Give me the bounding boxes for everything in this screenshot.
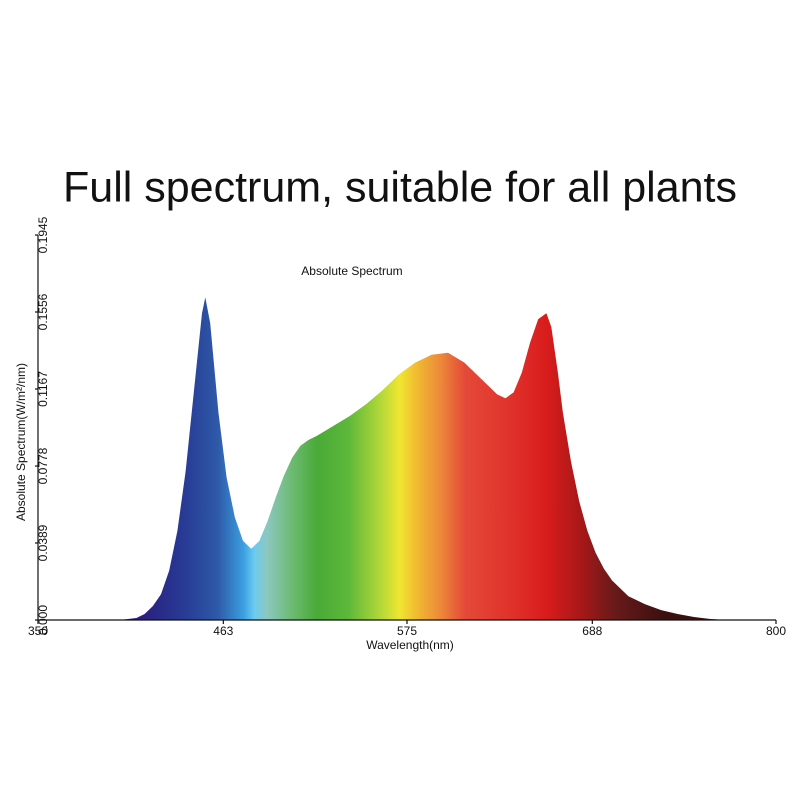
y-tick-label: 0.1167 [36,371,50,407]
x-tick-label: 463 [213,624,233,638]
x-axis-label: Wavelength(nm) [366,638,454,652]
y-tick-label: 0.0778 [36,447,50,484]
headline: Full spectrum, suitable for all plants [63,163,737,211]
y-axis-label: Absolute Spectrum(W/m²/nm) [14,363,28,521]
x-tick-label: 350 [28,624,48,638]
chart-title: Absolute Spectrum [301,264,402,278]
y-tick-label: 0.1556 [36,293,50,330]
spectrum-area [120,297,727,620]
x-tick-label: 575 [397,624,417,638]
x-tick-label: 688 [582,624,602,638]
y-tick-label: 0.000 [36,605,50,635]
y-tick-label: 0.1945 [36,216,50,253]
x-tick-label: 800 [766,624,786,638]
y-tick-label: 0.0389 [36,524,50,561]
